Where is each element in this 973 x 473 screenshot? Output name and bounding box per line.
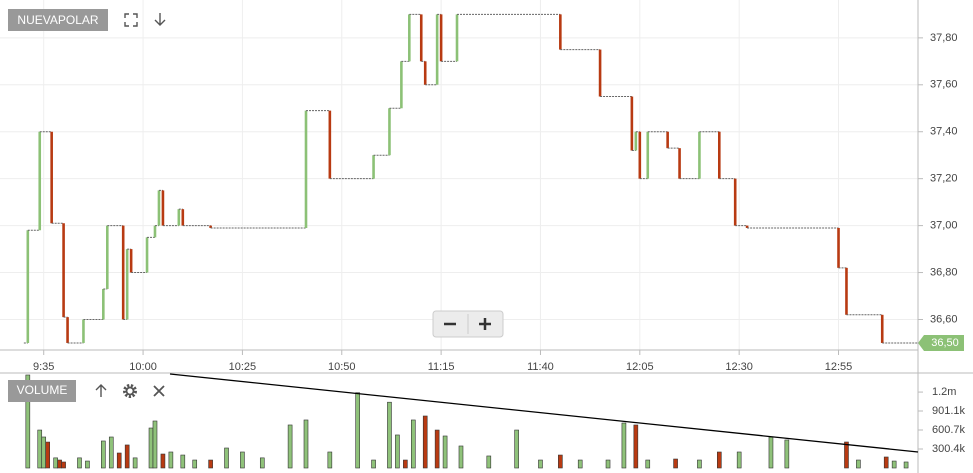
y-tick-label: 36,60: [930, 313, 958, 325]
volume-bar: [645, 459, 651, 469]
y-tick-label: 37,40: [930, 126, 958, 138]
y-tick-label: 300.4k: [932, 443, 966, 455]
volume-bar: [371, 459, 376, 469]
volume-bar: [101, 440, 106, 469]
volume-bar: [224, 447, 229, 469]
x-tick-label: 11:40: [527, 361, 554, 373]
volume-bar: [697, 459, 702, 469]
volume-panel: 300.4k 600.7k 901.1k 1.2m: [25, 374, 966, 469]
y-tick-label: 37,60: [930, 79, 958, 91]
volume-bar: [577, 459, 583, 469]
volume-bar: [303, 419, 309, 469]
trend-line: [169, 373, 919, 453]
volume-bar: [192, 459, 198, 469]
volume-bar: [45, 441, 50, 469]
volume-bar: [208, 459, 213, 469]
close-button[interactable]: [153, 385, 165, 397]
x-tick-label: 11:15: [428, 361, 455, 373]
chart-title: NUEVAPOLAR: [17, 13, 98, 27]
y-tick-label: 901.1k: [932, 405, 966, 417]
volume-bar: [160, 453, 166, 469]
x-tick-label: 12:30: [725, 361, 753, 373]
volume-bar: [108, 436, 114, 469]
volume-bar: [25, 374, 31, 469]
volume-bar: [605, 459, 611, 469]
volume-bar: [538, 459, 543, 469]
volume-bar: [558, 454, 563, 469]
volume-bar: [327, 451, 333, 469]
volume-bar: [422, 415, 428, 469]
y-tick-label: 37,80: [930, 32, 958, 44]
y-tick-label: 37,20: [930, 173, 958, 185]
x-tick-label: 10:50: [328, 361, 356, 373]
volume-bar: [53, 457, 58, 469]
volume-bar: [116, 452, 122, 469]
volume-bar: [442, 435, 448, 469]
volume-bar: [768, 436, 774, 469]
volume-bar: [287, 424, 293, 469]
x-tick-label: 12:55: [825, 361, 853, 373]
chart-title: VOLUME: [17, 383, 68, 397]
volume-bar: [903, 461, 909, 469]
volume-bar: [673, 458, 678, 469]
volume-bar: [132, 457, 138, 469]
y-tick-label: 1.2m: [932, 386, 956, 398]
move-up-button[interactable]: [95, 384, 107, 397]
volume-bar: [77, 457, 82, 469]
fullscreen-button[interactable]: [124, 13, 138, 27]
download-button[interactable]: [154, 13, 166, 26]
volume-bar: [410, 419, 416, 469]
volume-bar: [486, 455, 492, 469]
price-panel: 9:35 10:00 10:25 10:50 11:15 11:40 12:05 12:30 1…: [0, 0, 964, 373]
volume-bar: [621, 422, 627, 469]
volume-bar: [57, 459, 62, 469]
volume-bar: [152, 420, 158, 469]
volume-bar: [148, 427, 154, 469]
y-tick-label: 37,00: [930, 220, 958, 232]
zoom-control: [432, 310, 504, 338]
volume-bar: [37, 429, 43, 469]
x-tick-label: 12:05: [626, 361, 654, 373]
y-tick-label: 600.7k: [932, 424, 966, 436]
volume-bar: [259, 457, 265, 469]
last-price-tag: [918, 334, 964, 351]
volume-bar: [891, 460, 897, 469]
volume-bar: [514, 429, 519, 469]
volume-bar: [61, 461, 66, 469]
volume-bar: [168, 451, 174, 469]
volume-bar: [856, 459, 861, 469]
volume-bar: [883, 456, 889, 469]
zoom-in-button[interactable]: [479, 318, 491, 330]
volume-bar: [355, 392, 360, 469]
x-tick-label: 10:25: [229, 361, 257, 373]
volume-bar: [844, 441, 849, 469]
x-tick-label: 9:35: [33, 361, 54, 373]
volume-bar: [736, 451, 742, 469]
volume-bar: [403, 459, 408, 469]
volume-bar: [85, 460, 90, 469]
volume-bar: [784, 439, 790, 469]
y-tick-label: 36,80: [930, 266, 958, 278]
volume-bar: [458, 445, 464, 469]
last-price-label: 36,50: [931, 337, 959, 349]
volume-bar: [633, 424, 639, 469]
x-tick-label: 10:00: [129, 361, 157, 373]
title-box: [8, 380, 76, 402]
volume-bar: [240, 451, 245, 469]
volume-bar: [387, 401, 392, 469]
volume-bar: [180, 454, 186, 469]
title-box: [8, 9, 108, 31]
volume-bar: [434, 429, 440, 469]
settings-button[interactable]: [123, 384, 137, 398]
volume-bar: [124, 444, 130, 469]
volume-bar: [41, 436, 47, 469]
volume-bar: [716, 451, 722, 469]
volume-bar: [395, 434, 400, 469]
